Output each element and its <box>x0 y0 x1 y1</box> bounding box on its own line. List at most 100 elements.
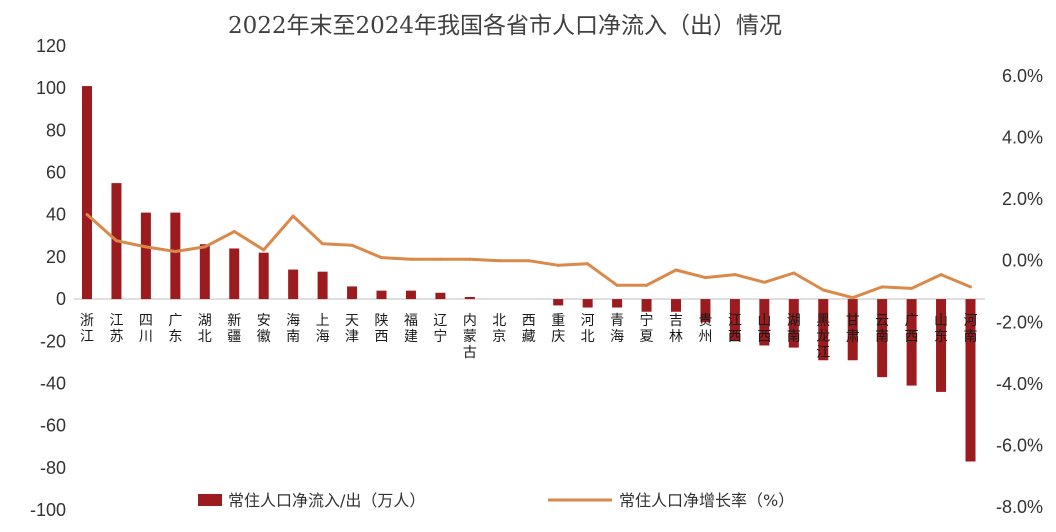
right-tick-label: 2.0% <box>1002 189 1043 209</box>
line-point <box>321 242 325 246</box>
left-tick-label: 100 <box>36 78 66 98</box>
bar <box>464 296 475 300</box>
bar <box>82 86 92 300</box>
category-label: 湖南 <box>787 313 801 345</box>
legend: 常住人口净流入/出（万人） 常住人口净增长率（%） <box>198 491 794 510</box>
category-label: 河南 <box>964 313 978 345</box>
category-label: 江西 <box>728 313 742 345</box>
line-point <box>468 257 472 261</box>
left-tick-label: 40 <box>46 205 66 225</box>
legend-bar-label: 常住人口净流入/出（万人） <box>228 491 425 510</box>
bar <box>965 299 976 462</box>
bar <box>700 299 711 323</box>
legend-bar-swatch <box>198 494 222 506</box>
category-label: 青海 <box>610 313 624 345</box>
line-point <box>674 268 678 272</box>
bar <box>877 299 888 378</box>
line-point <box>438 257 442 261</box>
category-label: 广西 <box>905 313 919 345</box>
category-label: 湖北 <box>198 313 212 345</box>
category-label: 黑龙江 <box>816 313 830 361</box>
bar <box>612 299 623 308</box>
category-label: 天津 <box>345 313 359 345</box>
left-tick-label: -20 <box>40 331 66 351</box>
category-label: 新疆 <box>227 313 241 345</box>
bar <box>317 271 328 300</box>
left-axis: -100 -80 -60 -40 -20 0 20 40 60 80 100 120 <box>30 36 66 520</box>
bar <box>847 299 858 361</box>
left-tick-label: -60 <box>40 416 66 436</box>
line-point <box>262 248 266 252</box>
bar <box>729 299 740 342</box>
right-tick-label: 0.0% <box>1002 251 1043 271</box>
category-label: 江苏 <box>109 313 123 345</box>
left-tick-label: -100 <box>30 500 66 520</box>
right-tick-label: -2.0% <box>996 312 1043 332</box>
line-point <box>350 243 354 247</box>
left-tick-label: 0 <box>56 289 66 309</box>
line-point <box>497 259 501 263</box>
right-tick-label: -4.0% <box>996 374 1043 394</box>
line-point <box>409 257 413 261</box>
bar <box>759 299 770 346</box>
line-point <box>380 256 383 260</box>
bar <box>170 212 181 300</box>
line-point <box>615 283 619 287</box>
bar <box>818 299 829 361</box>
category-label: 山西 <box>757 313 771 345</box>
bar <box>788 299 799 348</box>
line-point <box>880 285 884 289</box>
line-point <box>733 273 737 277</box>
line-point <box>114 239 118 243</box>
category-label: 上海 <box>316 313 330 345</box>
left-tick-label: 60 <box>46 163 66 183</box>
right-tick-label: 6.0% <box>1002 66 1043 86</box>
legend-line-label: 常住人口净增长率（%） <box>619 491 794 510</box>
category-label: 福建 <box>404 313 418 345</box>
right-axis: -8.0% -6.0% -4.0% -2.0% 0.0% 2.0% 4.0% 6.0% <box>996 66 1043 517</box>
bar <box>347 286 358 300</box>
right-tick-label: -6.0% <box>996 435 1043 455</box>
line-point <box>703 276 707 280</box>
right-tick-label: -8.0% <box>996 497 1043 517</box>
category-label: 海南 <box>286 313 300 345</box>
category-label: 甘肃 <box>846 313 860 345</box>
bar <box>553 299 564 306</box>
bar <box>405 290 416 300</box>
line-point <box>939 273 943 277</box>
bar <box>376 290 387 300</box>
category-label: 云南 <box>875 313 889 345</box>
bar <box>288 269 299 300</box>
line-point <box>173 249 177 253</box>
bar <box>229 248 240 300</box>
left-tick-label: -40 <box>40 373 66 393</box>
category-label: 广东 <box>168 313 182 345</box>
category-label: 宁夏 <box>640 312 654 345</box>
category-label: 安徽 <box>257 313 271 345</box>
growth-rate-line <box>86 213 972 300</box>
line-point <box>203 245 207 249</box>
bar <box>641 299 652 312</box>
line-point <box>556 263 560 267</box>
line-point <box>232 229 236 233</box>
left-tick-label: 80 <box>46 120 66 140</box>
left-tick-label: 20 <box>46 247 66 267</box>
bar <box>258 252 269 300</box>
line-point <box>792 271 796 275</box>
category-label: 辽宁 <box>433 313 447 345</box>
category-label: 吉林 <box>669 313 683 345</box>
line-point <box>851 296 855 300</box>
category-label: 陕西 <box>375 313 389 345</box>
line-point <box>645 283 649 287</box>
category-label: 四川 <box>139 313 153 345</box>
bar <box>582 299 593 308</box>
bar <box>671 299 681 312</box>
line-point <box>291 214 295 218</box>
category-label: 重庆 <box>551 313 565 345</box>
left-tick-label: -80 <box>40 458 66 478</box>
line-point <box>910 286 914 290</box>
line-point <box>85 213 89 217</box>
category-label: 内蒙古 <box>463 313 477 361</box>
